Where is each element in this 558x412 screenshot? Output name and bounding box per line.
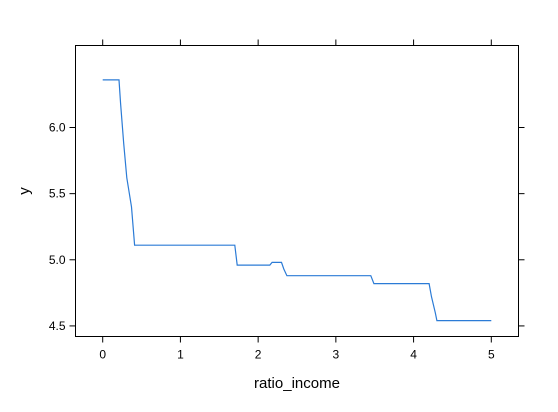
x-tick-label: 1 <box>177 348 184 362</box>
y-tick-label: 5.5 <box>49 187 66 201</box>
x-tick-label: 4 <box>410 348 417 362</box>
x-tick-label: 5 <box>488 348 495 362</box>
series-line <box>102 79 492 322</box>
x-axis-title: ratio_income <box>254 375 340 392</box>
y-axis: 4.5 5.0 5.5 6.0 <box>49 121 525 333</box>
plot-frame <box>75 45 519 337</box>
y-tick-label: 6.0 <box>49 121 66 135</box>
x-tick-label: 3 <box>333 348 340 362</box>
y-tick-label: 4.5 <box>49 319 66 333</box>
x-tick-label: 2 <box>255 348 262 362</box>
x-tick-label: 0 <box>99 348 106 362</box>
y-tick-label: 5.0 <box>49 253 66 267</box>
y-axis-title: y <box>16 187 33 195</box>
x-axis: 0 1 2 3 4 5 <box>99 39 495 362</box>
